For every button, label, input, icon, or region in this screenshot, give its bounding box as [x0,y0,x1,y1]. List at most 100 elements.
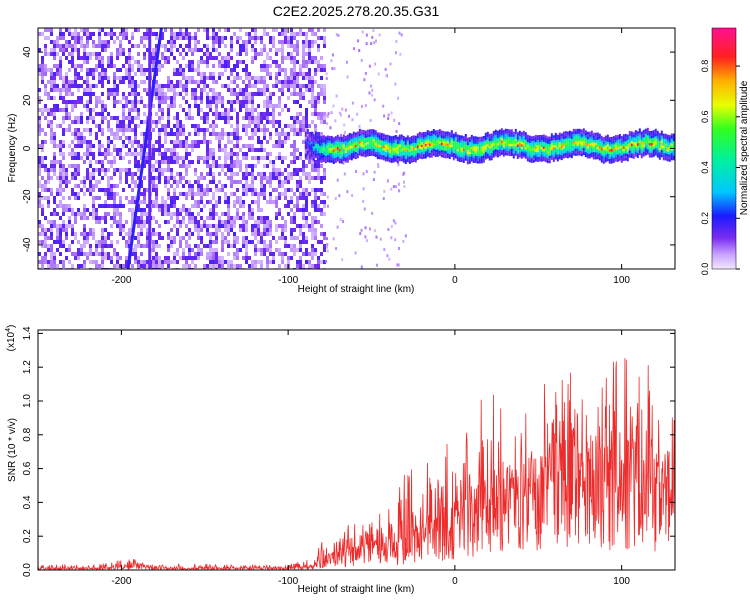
noise-cell [182,56,185,60]
signal-band-cell [498,146,501,150]
signal-band-cell [540,154,543,157]
noise-cell [47,228,50,232]
noise-cell [323,236,326,240]
noise-cell [83,88,86,92]
signal-band-cell [438,133,441,137]
noise-cell [311,252,314,256]
noise-cell [155,84,158,88]
signal-band-cell [342,156,345,159]
noise-cell [125,124,128,128]
noise-cell [242,256,245,260]
noise-cell [83,136,86,140]
noise-cell [305,220,308,224]
noise-cell [245,256,248,260]
signal-band-cell [490,150,493,154]
noise-cell [56,228,59,232]
noise-cell [167,188,170,192]
noise-cell [236,212,239,216]
noise-cell [254,228,257,232]
signal-band-cell [494,151,497,155]
signal-band-cell [564,140,567,144]
noise-cell [308,228,311,232]
noise-cell [47,260,50,264]
noise-cell [284,176,287,180]
noise-cell [387,117,390,121]
noise-cell [308,28,311,32]
noise-cell [107,232,110,236]
noise-cell [362,199,365,203]
signal-band-cell [390,148,393,151]
signal-band-cell [450,144,453,148]
noise-cell [161,168,164,172]
noise-cell [56,236,59,240]
signal-band-cell [328,155,331,158]
noise-cell [296,32,299,36]
noise-cell [182,36,185,40]
noise-cell [203,220,206,224]
signal-band-cell [380,154,383,158]
noise-cell [56,192,59,196]
signal-band-cell [566,150,569,154]
signal-band-cell [346,141,349,145]
signal-band-cell [564,138,567,141]
noise-cell [224,28,227,32]
noise-cell [218,64,221,68]
signal-band-cell [424,151,427,154]
signal-band-cell [334,140,337,144]
signal-band-cell [362,139,365,143]
signal-band-cell [354,132,357,136]
signal-band-cell [398,149,401,152]
signal-band-cell [344,155,347,158]
noise-cell [47,180,50,184]
noise-cell [44,68,47,72]
noise-cell [236,76,239,80]
noise-cell [101,144,104,148]
noise-cell [59,160,62,164]
noise-cell [167,156,170,160]
signal-band-cell [374,144,377,148]
noise-cell [74,120,77,124]
noise-cell [254,132,257,136]
noise-cell [89,148,92,152]
signal-band-cell [470,139,473,143]
noise-cell [140,244,143,248]
noise-cell [221,248,224,252]
noise-cell [314,204,317,208]
noise-cell [134,100,137,104]
signal-band-cell [572,131,575,134]
signal-band-cell [550,154,553,158]
signal-band-cell [304,155,307,159]
noise-cell [296,40,299,44]
noise-cell [137,220,140,224]
noise-cell [131,176,134,180]
noise-cell [260,156,263,160]
noise-cell [56,124,59,128]
signal-band-cell [368,141,371,144]
noise-cell [287,164,290,168]
noise-cell [317,100,320,104]
noise-cell [272,112,275,116]
noise-cell [351,118,354,122]
noise-cell [50,28,53,32]
noise-cell [351,101,354,105]
noise-cell [59,216,62,220]
noise-cell [44,188,47,192]
noise-cell [164,84,167,88]
noise-cell [278,252,281,256]
noise-cell [257,228,260,232]
signal-band-cell [486,139,489,142]
signal-band-cell [556,146,559,150]
signal-band-cell [366,149,369,152]
signal-band-cell [394,154,397,157]
signal-band-cell [412,137,415,141]
noise-cell [164,100,167,104]
noise-cell [320,68,323,72]
noise-cell [191,68,194,72]
noise-cell [209,76,212,80]
noise-cell [134,140,137,144]
signal-band-cell [522,152,525,156]
signal-band-cell [462,153,465,156]
signal-band-cell [490,157,493,161]
noise-cell [200,76,203,80]
signal-band-cell [450,135,453,138]
